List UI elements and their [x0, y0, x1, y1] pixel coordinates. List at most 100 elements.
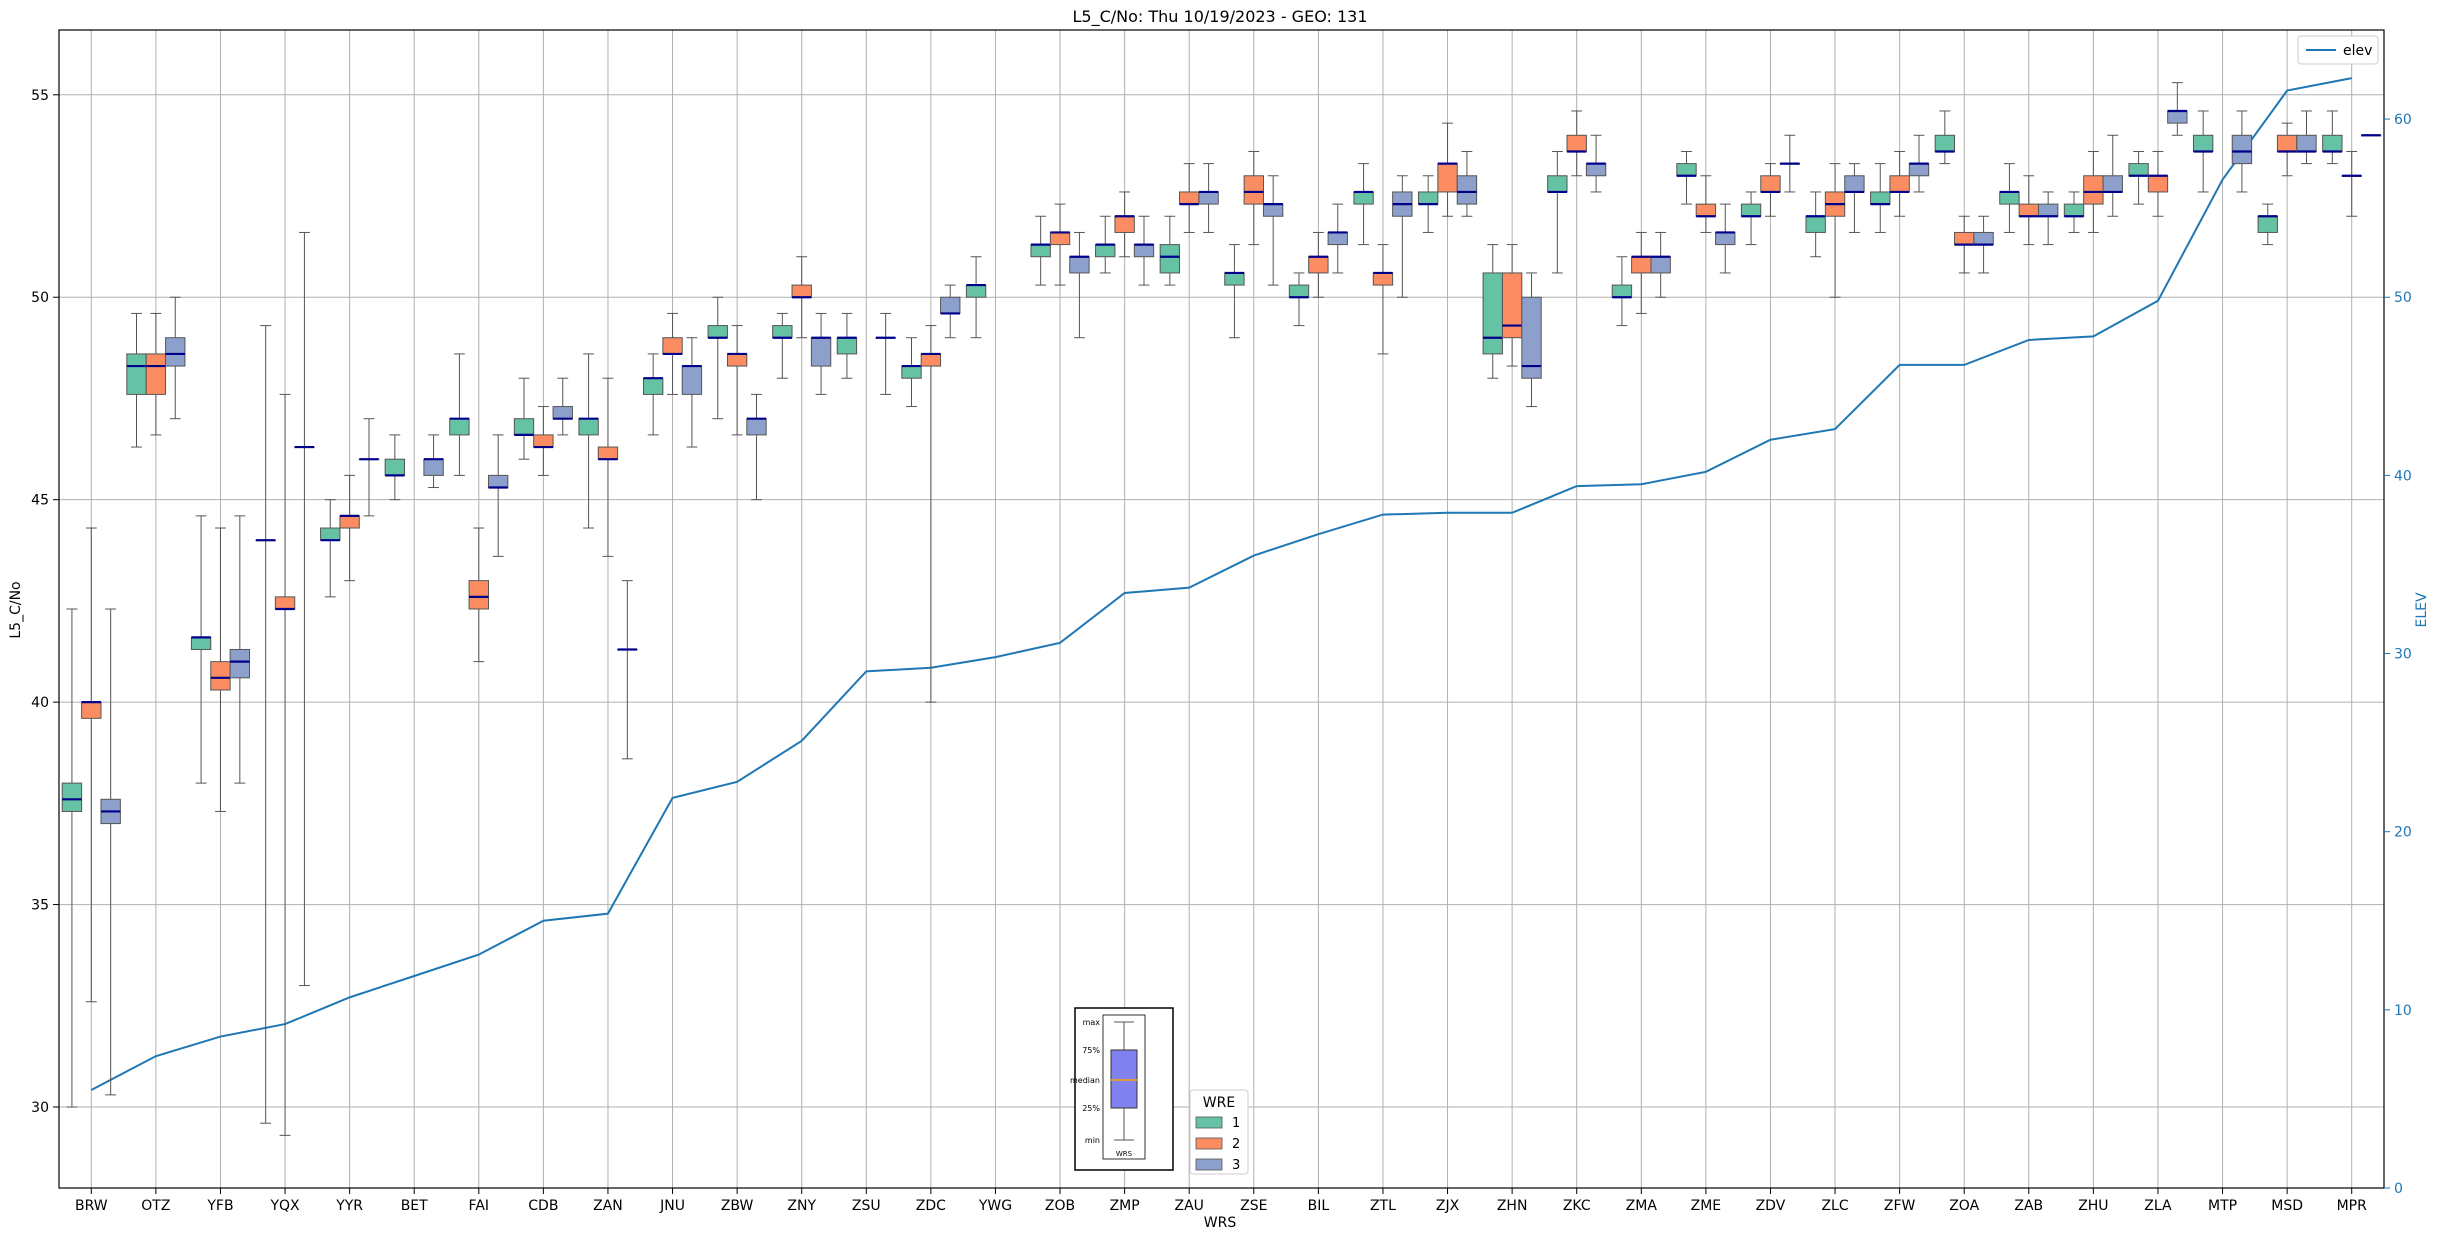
iqr-box — [1243, 175, 1264, 205]
elev-line — [90, 77, 2352, 1091]
x-tick-label-zma: ZMA — [1626, 1198, 1658, 1214]
iqr-box — [1030, 244, 1051, 258]
plot-frame — [58, 29, 2385, 1189]
box-wre3-zsu — [875, 312, 896, 395]
iqr-box — [1934, 134, 1956, 152]
x-tick-label-zhu: ZHU — [2078, 1198, 2108, 1214]
x-tick-label-bil: BIL — [1308, 1198, 1330, 1214]
box-wre2-zdc — [920, 325, 942, 703]
box-wre3-msd — [2296, 110, 2317, 165]
box-wre2-ztl — [1372, 244, 1394, 355]
y-tick-label-40: 40 — [31, 695, 49, 711]
box-wre3-zlc — [1844, 163, 1865, 233]
iqr-box — [384, 458, 406, 476]
box-wre3-zmp — [1133, 215, 1155, 286]
iqr-box — [2147, 175, 2169, 193]
box-wre3-zma — [1650, 231, 1671, 298]
iqr-box — [836, 337, 858, 355]
grid-lines — [59, 30, 2384, 1188]
box-wre2-bil — [1308, 231, 1329, 298]
box-wre2-jnu — [662, 312, 683, 395]
box-wre2-zse — [1243, 150, 1264, 246]
iqr-box — [1547, 175, 1568, 193]
iqr-box — [1973, 231, 1994, 246]
box-wre1-zoa — [1934, 110, 1956, 165]
iqr-box — [1049, 231, 1071, 246]
chart-title: L5_C/No: Thu 10/19/2023 - GEO: 131 — [1072, 7, 1367, 27]
iqr-box — [2257, 215, 2278, 233]
x-tick-label-zhn: ZHN — [1497, 1198, 1528, 1214]
x-tick-label-brw: BRW — [75, 1198, 108, 1214]
box-wre1-zma — [1611, 256, 1633, 327]
box-wre1-zhn — [1482, 244, 1503, 379]
iqr-box — [791, 284, 812, 298]
iqr-box — [449, 418, 470, 436]
box-wre1-zkc — [1547, 150, 1568, 274]
right-tick-label-10: 10 — [2394, 1003, 2412, 1019]
y-tick-label-30: 30 — [31, 1100, 49, 1116]
x-tick-label-zsu: ZSU — [852, 1198, 881, 1214]
iqr-box — [2128, 163, 2149, 177]
iqr-box — [552, 406, 573, 420]
box-wre1-mpr — [2322, 110, 2343, 165]
iqr-box — [2322, 134, 2343, 152]
x-tick-label-zkc: ZKC — [1563, 1198, 1591, 1214]
wre-legend-label-3: 3 — [1232, 1158, 1240, 1173]
box-wre2-fai — [468, 527, 489, 663]
iqr-box — [1308, 256, 1329, 274]
iqr-box — [1566, 134, 1587, 152]
iqr-box — [1870, 191, 1891, 205]
iqr-box — [707, 325, 728, 339]
box-wre3-ztl — [1392, 175, 1413, 298]
wre-legend-swatch-3 — [1195, 1158, 1223, 1171]
iqr-box — [2018, 203, 2039, 217]
iqr-box — [1740, 203, 1762, 217]
box-wre1-zme — [1676, 150, 1697, 205]
elev-legend: elev — [2297, 35, 2379, 65]
box-wre3-zau — [1198, 163, 1219, 233]
iqr-box — [746, 418, 767, 436]
iqr-box — [1198, 191, 1219, 205]
right-tick-label-0: 0 — [2394, 1181, 2403, 1197]
box-wre3-zob — [1069, 231, 1090, 339]
iqr-box — [1179, 191, 1200, 205]
box-wre1-zse — [1224, 244, 1245, 339]
box-wre1-yyr — [320, 499, 341, 598]
box-wre3-otz — [165, 296, 186, 420]
box-wre3-jnu — [681, 337, 703, 448]
box-wre2-zob — [1049, 203, 1071, 286]
x-tick-label-mtp: MTP — [2208, 1198, 2237, 1214]
box-wre3-zdc — [940, 284, 961, 339]
iqr-box — [487, 474, 509, 489]
x-tick-label-zse: ZSE — [1240, 1198, 1267, 1214]
box-wre1-bil — [1288, 272, 1310, 327]
box-wre2-msd — [2276, 122, 2298, 177]
iqr-box — [1353, 191, 1374, 205]
key-label-min: min — [1085, 1136, 1100, 1145]
box-wre2-zma — [1631, 231, 1652, 314]
box-wre2-zkc — [1566, 110, 1587, 177]
iqr-box — [1631, 256, 1652, 274]
box-wre3-zse — [1262, 175, 1284, 286]
x-tick-label-cdb: CDB — [528, 1198, 558, 1214]
iqr-box — [2296, 134, 2317, 152]
iqr-box — [940, 296, 961, 314]
iqr-box — [190, 636, 212, 650]
iqr-box — [533, 434, 554, 448]
iqr-box — [1437, 163, 1458, 193]
box-wre1-fai — [449, 353, 470, 476]
right-tick-label-20: 20 — [2394, 825, 2412, 841]
box-wre3-cdb — [552, 377, 573, 436]
x-tick-label-zob: ZOB — [1045, 1198, 1075, 1214]
box-key-inset: max 75% median 25% min WRS — [1070, 1007, 1174, 1171]
box-wre2-mpr — [2341, 150, 2362, 217]
iqr-box — [726, 353, 748, 367]
iqr-box — [1501, 272, 1523, 339]
box-wre3-bet — [423, 434, 444, 489]
box-wre2-zdv — [1760, 163, 1781, 217]
iqr-box — [1954, 231, 1975, 246]
box-wre1-yqx — [255, 325, 276, 1124]
box-wre1-zfw — [1870, 163, 1891, 233]
key-box — [1110, 1049, 1138, 1109]
